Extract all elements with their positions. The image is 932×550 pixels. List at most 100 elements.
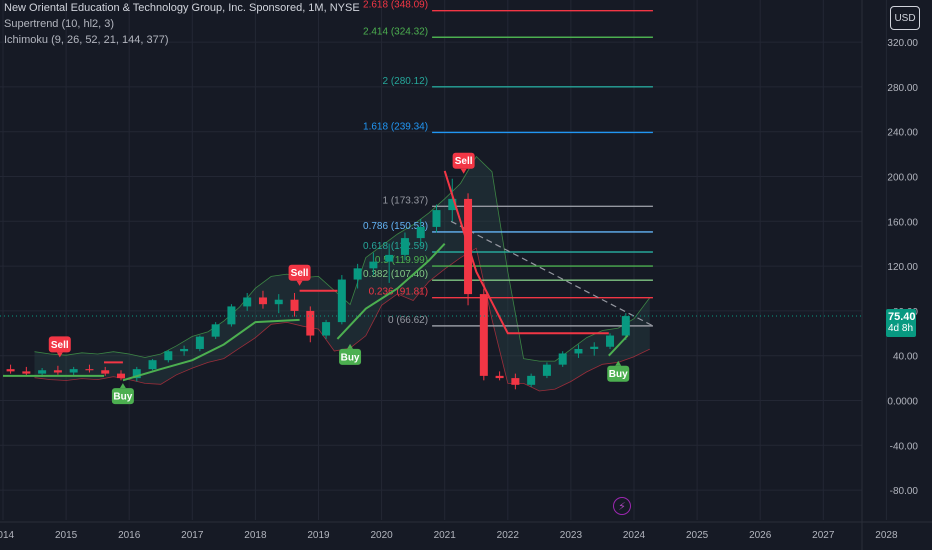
candle-body xyxy=(38,370,47,374)
signal-badge xyxy=(288,264,311,281)
fib-level-label: 0.5 (119.99) xyxy=(375,255,428,266)
time-tick-label: 2025 xyxy=(686,530,709,541)
supertrend-segment xyxy=(608,334,629,357)
fib-level-label: 0.618 (132.59) xyxy=(363,241,428,252)
signal-pointer xyxy=(56,352,63,358)
candle-body xyxy=(479,294,488,376)
fib-level-label: 2 (280.12) xyxy=(382,76,428,87)
time-tick-label: 2028 xyxy=(875,530,898,541)
time-tick-label: 2020 xyxy=(370,530,393,541)
signal-badge xyxy=(48,336,71,353)
price-tick-label: 200.00 xyxy=(887,173,918,184)
candle-body xyxy=(542,364,551,376)
candle-body xyxy=(448,198,457,211)
candle-body xyxy=(432,210,441,227)
fib-level-label: 0.382 (107.40) xyxy=(363,269,428,280)
sell-signal: Sell xyxy=(452,152,475,174)
candle-body xyxy=(148,360,157,370)
time-tick-label: 2023 xyxy=(560,530,583,541)
currency-button[interactable]: USD xyxy=(890,6,920,30)
fib-level-label: 1.618 (239.34) xyxy=(363,121,428,132)
candle-body xyxy=(243,297,252,307)
signal-badge xyxy=(607,365,630,382)
candle-body xyxy=(621,316,630,336)
supertrend-segment xyxy=(122,318,300,382)
time-tick-label: 2018 xyxy=(244,530,267,541)
supertrend-segment xyxy=(443,170,609,335)
buy-signal: Buy xyxy=(339,343,362,365)
time-tick-label: 2019 xyxy=(307,530,330,541)
signal-pointer xyxy=(460,168,467,174)
signal-label: Sell xyxy=(455,156,473,167)
price-axis[interactable]: 320.00280.00240.00200.00160.00120.0080.0… xyxy=(861,0,919,550)
candle-body xyxy=(69,369,78,373)
time-tick-label: 2017 xyxy=(181,530,204,541)
price-tick-label: 280.00 xyxy=(887,83,918,94)
current-price-value: 75.40 xyxy=(888,311,916,323)
fib-level-label: 1 (173.37) xyxy=(382,195,428,206)
candle-body xyxy=(511,378,520,385)
supertrend-segment xyxy=(336,243,446,340)
candle-body xyxy=(527,375,536,385)
candle-body xyxy=(369,261,378,269)
signal-badge xyxy=(339,348,362,365)
candle-body xyxy=(164,351,173,361)
candle-body xyxy=(495,375,504,379)
price-tick-label: 240.00 xyxy=(887,128,918,139)
candle-body xyxy=(290,299,299,311)
current-price-badge: 75.40 4d 8h xyxy=(886,309,916,337)
candle-body xyxy=(322,322,331,336)
candle-body xyxy=(558,353,567,365)
candle-body xyxy=(606,335,615,347)
price-tick-label: 160.00 xyxy=(887,217,918,228)
time-tick-label: 2016 xyxy=(118,530,141,541)
signal-label: Buy xyxy=(113,392,132,403)
candle-body xyxy=(132,369,141,379)
candle-body xyxy=(180,348,189,352)
candle-body xyxy=(116,373,125,379)
bar-countdown: 4d 8h xyxy=(888,323,914,334)
signal-pointer xyxy=(347,343,354,349)
candle-body xyxy=(353,268,362,280)
buy-signal: Buy xyxy=(607,360,630,382)
time-tick-label: 2024 xyxy=(623,530,646,541)
price-tick-label: 40.00 xyxy=(893,352,918,363)
ichimoku-legend[interactable]: Ichimoku (9, 26, 52, 21, 144, 377) xyxy=(4,34,169,46)
symbol-title[interactable]: New Oriental Education & Technology Grou… xyxy=(4,2,360,14)
fib-level-label: 0 (66.62) xyxy=(388,315,428,326)
signal-label: Buy xyxy=(609,369,628,380)
sell-signal: Sell xyxy=(288,264,311,286)
lightning-icon[interactable]: ⚡ xyxy=(613,497,631,515)
supertrend-line xyxy=(3,170,629,382)
time-axis[interactable]: 2014 2015 2016 2017 2018 2019 2020 2021 2022 2023… xyxy=(0,521,932,541)
supertrend-signals: Sell Buy Sell Buy Sell Buy xyxy=(48,152,630,405)
candle-body xyxy=(6,369,15,372)
candle-body xyxy=(385,254,394,262)
sell-signal: Sell xyxy=(48,336,71,358)
chart-legend: New Oriental Education & Technology Grou… xyxy=(4,0,360,48)
time-tick-label: 2014 xyxy=(0,530,15,541)
candle-body xyxy=(274,299,283,305)
candle-body xyxy=(53,370,62,373)
candle-body xyxy=(416,226,425,239)
price-tick-label: 320.00 xyxy=(887,38,918,49)
signal-pointer xyxy=(615,360,622,366)
candle-body xyxy=(306,310,315,336)
candle-body xyxy=(227,306,236,325)
fib-level-label: 0.786 (150.53) xyxy=(363,221,428,232)
signal-badge xyxy=(111,388,134,405)
fib-level-label: 2.414 (324.32) xyxy=(363,26,428,37)
candle-body xyxy=(211,324,220,337)
candle-body xyxy=(195,336,204,349)
candle-body xyxy=(337,279,346,323)
signal-badge xyxy=(452,152,475,169)
supertrend-legend[interactable]: Supertrend (10, hl2, 3) xyxy=(4,18,115,30)
buy-signal: Buy xyxy=(111,383,134,405)
price-tick-label: -80.00 xyxy=(890,486,919,497)
signal-label: Sell xyxy=(51,340,69,351)
fib-trend-line xyxy=(450,220,654,327)
signal-label: Sell xyxy=(291,268,309,279)
fib-level-label: 2.618 (348.09) xyxy=(363,0,428,11)
signal-pointer xyxy=(296,280,303,286)
